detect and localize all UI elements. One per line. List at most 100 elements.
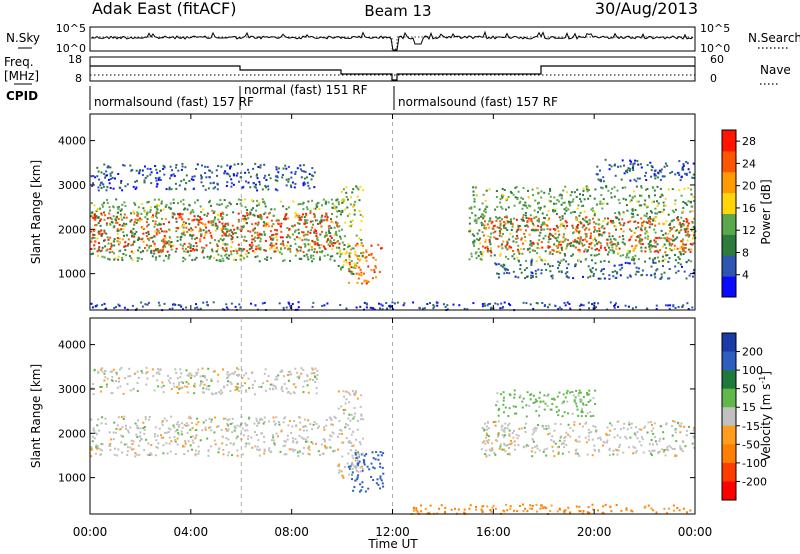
power-cell-r6 [520, 248, 522, 251]
power-cell-r6 [631, 258, 633, 261]
velocity-cell-r4 [658, 450, 661, 453]
power-cell-r9 [297, 306, 300, 309]
velocity-cell-r1 [229, 381, 232, 384]
power-cell-r2 [155, 179, 158, 182]
velocity-cell-r5 [589, 399, 592, 402]
velocity-cell-r2 [361, 469, 364, 472]
velocity-cell-r0 [291, 448, 294, 451]
power-cell-r7 [693, 268, 695, 271]
power-cell-r3 [351, 270, 354, 273]
power-cell-r1 [339, 255, 341, 258]
velocity-cell-r1 [264, 368, 267, 371]
power-cell-r4 [341, 241, 344, 244]
power-cell-r0 [115, 221, 118, 224]
power-cell-r9 [389, 304, 392, 307]
power-cell-r9 [595, 306, 598, 308]
power-cell-r1 [256, 199, 259, 202]
velocity-cell-r2 [347, 465, 350, 468]
power-cell-r6 [583, 219, 586, 222]
velocity-cell-r4 [641, 438, 644, 441]
power-cell-r6 [516, 237, 519, 240]
power-cell-r1 [183, 234, 186, 237]
power-cell-r1 [270, 208, 273, 211]
velocity-cell-r3 [360, 413, 363, 416]
velocity-cell-r5 [584, 415, 587, 417]
velocity-cell-r4 [553, 429, 556, 432]
power-cell-r1 [147, 223, 150, 226]
power-cell-r4 [352, 205, 355, 207]
velocity-cell-r4 [508, 434, 511, 437]
power-cell-r4 [340, 190, 343, 193]
velocity-cell-r1 [185, 385, 188, 388]
power-cell-r2 [258, 180, 261, 183]
velocity-cell-r1 [105, 385, 108, 388]
velocity-cell-r1 [276, 378, 279, 381]
velocity-cell-r1 [172, 382, 175, 385]
velocity-cell-r3 [351, 468, 354, 471]
power-cell-r2 [159, 170, 161, 173]
power-cell-r1 [226, 249, 228, 252]
velocity-cell-r0 [105, 422, 107, 425]
power-cell-r6 [583, 243, 586, 246]
power-cell-r7 [641, 269, 644, 272]
velocity-cell-r0 [194, 429, 197, 432]
power-cell-r6 [684, 202, 687, 205]
power-cell-r0 [313, 213, 316, 216]
velocity-cell-r0 [248, 416, 251, 419]
velocity-cell-r0 [183, 424, 186, 426]
power-cell-r0 [90, 230, 93, 233]
power-cell-r6 [577, 220, 580, 223]
power-cell-r6 [649, 250, 652, 253]
power-cell-r1 [93, 247, 96, 250]
power-cell-r2 [96, 166, 99, 169]
velocity-cell-r0 [236, 424, 239, 427]
power-cell-r1 [245, 218, 248, 221]
power-cell-r3 [374, 258, 377, 261]
power-cell-r6 [654, 212, 657, 215]
velocity-cell-r5 [512, 405, 515, 408]
velocity-cell-r4 [486, 425, 488, 428]
power-cell-r8 [633, 162, 636, 165]
velocity-cell-r1 [101, 370, 104, 373]
velocity-cell-r0 [233, 429, 236, 432]
power-cell-r7 [551, 274, 554, 277]
power-cell-r9 [403, 302, 406, 305]
power-cell-r1 [180, 225, 183, 228]
velocity-cell-r1 [236, 386, 239, 389]
power-cell-r3 [365, 249, 368, 252]
velocity-cell-r1 [309, 378, 312, 381]
power-cell-r6 [499, 198, 502, 201]
power-cell-r1 [180, 232, 183, 235]
velocity-cell-r0 [321, 452, 324, 455]
power-cell-r5 [549, 251, 552, 254]
power-cell-r1 [250, 246, 253, 248]
power-cell-r9 [282, 306, 285, 309]
velocity-cell-r1 [271, 383, 274, 386]
power-cell-r1 [161, 217, 163, 220]
velocity-cell-r2 [365, 453, 368, 456]
power-cell-r1 [309, 210, 312, 212]
power-cell-r6 [543, 205, 546, 208]
power-cell-r8 [626, 169, 629, 172]
x-tick-label: 08:00 [274, 525, 309, 539]
power-cell-r8 [626, 171, 629, 174]
velocity-cell-r4 [574, 439, 577, 442]
power-cell-r5 [484, 246, 487, 249]
power-cell-r0 [232, 232, 235, 235]
velocity-cell-r0 [176, 428, 179, 431]
velocity-cell-r4 [605, 434, 608, 436]
power-cell-r2 [229, 165, 232, 168]
power-cell-r1 [237, 198, 240, 201]
velocity-cell-r0 [244, 422, 247, 425]
power-cell-r1 [116, 215, 119, 218]
power-cell-r2 [162, 164, 165, 167]
power-cell-r1 [205, 230, 208, 233]
power-cell-r4 [350, 225, 353, 228]
power-cell-r2 [107, 178, 110, 181]
power-cell-r2 [263, 177, 266, 179]
power-cell-r2 [239, 176, 242, 179]
power-cell-r0 [302, 251, 305, 253]
power-cell-r6 [646, 231, 649, 234]
power-cell-r6 [687, 259, 690, 262]
